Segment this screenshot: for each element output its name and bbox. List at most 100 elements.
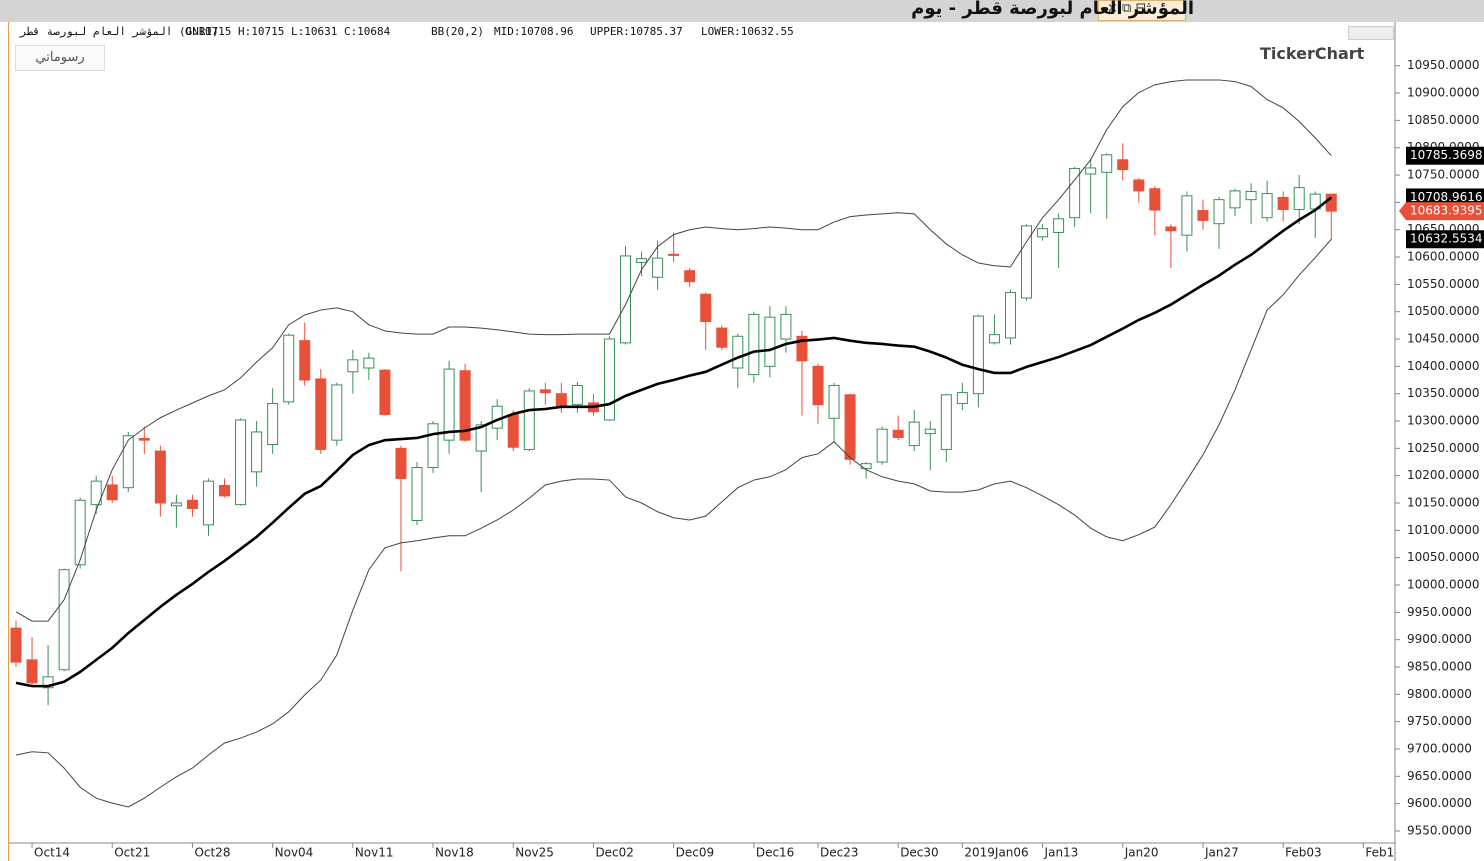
y-tick-label: 10100.0000 — [1407, 523, 1480, 537]
frame-border — [8, 22, 9, 861]
y-tick-label: 10500.0000 — [1407, 304, 1480, 318]
y-tick-label: 10900.0000 — [1407, 86, 1480, 100]
upper: UPPER:10785.37 — [590, 25, 683, 38]
candle-body — [1021, 225, 1033, 299]
y-tick-label: 10050.0000 — [1407, 550, 1480, 564]
candle-body — [507, 413, 519, 448]
candle-body — [299, 340, 311, 381]
candle-body — [267, 403, 279, 446]
y-tick-label: 10350.0000 — [1407, 386, 1480, 400]
candle-body — [764, 316, 776, 367]
price-badge — [1406, 146, 1484, 165]
candle-body — [732, 335, 744, 369]
candle-body — [956, 392, 968, 405]
price-badge — [1406, 202, 1484, 221]
y-tick-label: 9700.0000 — [1407, 741, 1472, 755]
band-line — [15, 196, 1333, 688]
candle-body — [58, 569, 70, 671]
candle-body — [443, 368, 455, 441]
candle-body — [716, 327, 728, 348]
lower: LOWER:10632.55 — [701, 25, 794, 38]
y-tick-label: 10450.0000 — [1407, 332, 1480, 346]
price-badge-label: 10708.9616 — [1410, 190, 1483, 204]
candle-body — [283, 334, 295, 403]
candle-body — [395, 447, 407, 479]
candle-body — [26, 659, 38, 684]
candle-body — [844, 394, 856, 460]
candle-body — [1181, 195, 1193, 236]
y-tick-label: 10750.0000 — [1407, 168, 1480, 182]
candle-body — [1117, 159, 1129, 171]
candle-body — [427, 423, 439, 468]
candle-body — [363, 357, 375, 369]
candle-body — [1069, 167, 1081, 219]
candle-body — [892, 429, 904, 438]
candle-body — [138, 438, 150, 441]
candle-body — [652, 257, 664, 278]
candle-body — [876, 428, 888, 463]
y-tick-label: 9750.0000 — [1407, 714, 1472, 728]
candle-body — [1133, 179, 1145, 192]
candle-body — [571, 384, 583, 406]
price-badge — [1406, 188, 1484, 207]
x-tick-label: Feb03 — [1285, 846, 1322, 860]
panel-controls[interactable] — [1348, 26, 1394, 40]
y-tick-label: 9900.0000 — [1407, 632, 1472, 646]
mid: MID:10708.96 — [494, 25, 574, 38]
candle-body — [523, 390, 535, 450]
candle-body — [251, 431, 263, 473]
y-tick-label: 10400.0000 — [1407, 359, 1480, 373]
candle-body — [620, 255, 632, 344]
x-tick-label: Dec16 — [756, 846, 795, 860]
candle-body — [1085, 167, 1097, 175]
x-tick-label: 2019Jan06 — [964, 846, 1028, 860]
y-tick-label: 10550.0000 — [1407, 277, 1480, 291]
candle-body — [1149, 188, 1161, 211]
indicator: BB(20,2) — [431, 25, 484, 38]
candle-body — [379, 369, 391, 415]
candle-body — [972, 315, 984, 395]
candle-body — [1053, 218, 1065, 233]
x-tick-label: Jan13 — [1044, 846, 1079, 860]
candle-body — [1277, 196, 1289, 210]
candle-body — [170, 502, 182, 507]
candle-body — [202, 480, 214, 526]
candle-body — [1004, 292, 1016, 339]
candle-body — [219, 485, 231, 497]
candle-body — [186, 499, 198, 509]
x-tick-label: Nov04 — [275, 846, 314, 860]
x-tick-label: Nov25 — [515, 846, 554, 860]
candle-body — [331, 384, 343, 441]
y-tick-label: 9600.0000 — [1407, 796, 1472, 810]
candle-body — [1101, 154, 1113, 173]
x-tick-label: Dec30 — [900, 846, 939, 860]
y-tick-label: 9950.0000 — [1407, 605, 1472, 619]
window-buttons[interactable]: × ⧉ ⊟ — [1098, 0, 1186, 21]
candle-body — [411, 466, 423, 522]
candle-body — [475, 424, 487, 452]
x-tick-label: Oct14 — [34, 846, 70, 860]
candle-body — [668, 253, 680, 256]
candle-body — [1261, 193, 1273, 219]
title-bar: × ⧉ ⊟ المؤشر العام لبورصة قطر - يوم — [0, 0, 1484, 22]
candle-body — [1165, 226, 1177, 232]
y-tick-label: 10300.0000 — [1407, 414, 1480, 428]
band-line — [15, 79, 1332, 622]
x-tick-label: Nov18 — [435, 846, 474, 860]
y-tick-label: 10150.0000 — [1407, 496, 1480, 510]
y-tick-label: 9850.0000 — [1407, 659, 1472, 673]
candle-body — [315, 378, 327, 450]
candle-body — [235, 419, 247, 506]
drawings-button[interactable]: رسوماتي — [15, 45, 105, 71]
watermark: TickerChart — [1260, 44, 1365, 63]
candle-body — [860, 463, 872, 470]
candle-body — [154, 450, 166, 504]
candle-body — [796, 335, 808, 362]
y-tick-label: 10850.0000 — [1407, 113, 1480, 127]
candle-body — [924, 428, 936, 435]
candle-body — [10, 627, 22, 663]
price-badge-label: 10785.3698 — [1410, 148, 1483, 162]
candle-body — [940, 394, 952, 450]
y-tick-label: 10950.0000 — [1407, 58, 1480, 72]
y-tick-label: 10200.0000 — [1407, 468, 1480, 482]
